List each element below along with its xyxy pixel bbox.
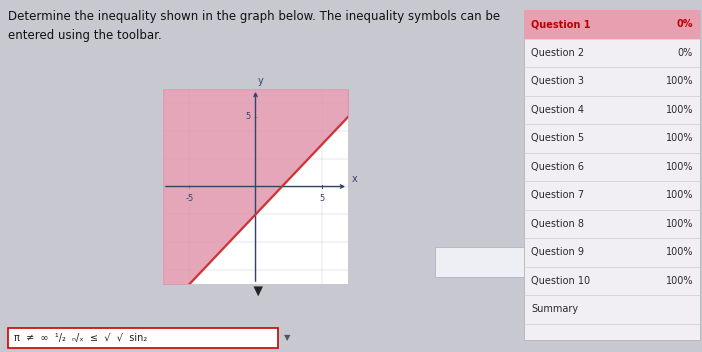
Text: 5: 5 <box>319 194 324 203</box>
Text: Question 9: Question 9 <box>531 247 584 257</box>
Text: 100%: 100% <box>665 76 693 86</box>
Text: Question 7: Question 7 <box>531 190 584 200</box>
Text: ▲: ▲ <box>253 283 263 296</box>
Text: Question 5: Question 5 <box>531 133 584 143</box>
Text: x: x <box>352 174 358 184</box>
Text: Question 3: Question 3 <box>531 76 584 86</box>
Text: 100%: 100% <box>665 219 693 229</box>
Text: -5: -5 <box>185 194 194 203</box>
Text: 100%: 100% <box>665 247 693 257</box>
Text: ▼: ▼ <box>284 333 291 342</box>
Text: 0%: 0% <box>677 19 693 29</box>
Text: y: y <box>258 76 264 86</box>
Text: Question 4: Question 4 <box>531 105 584 115</box>
Text: 100%: 100% <box>665 276 693 286</box>
Bar <box>524 10 700 340</box>
Text: π  ≠  ∞  ¹/₂  ₙ/ₓ  ≤  √  √  sin₂: π ≠ ∞ ¹/₂ ₙ/ₓ ≤ √ √ sin₂ <box>14 333 147 343</box>
Text: Question 6: Question 6 <box>531 162 584 172</box>
Text: Summary: Summary <box>531 304 578 314</box>
Text: 100%: 100% <box>665 133 693 143</box>
Text: Question 8: Question 8 <box>531 219 584 229</box>
Text: Question 1: Question 1 <box>531 19 590 29</box>
Bar <box>8 328 278 348</box>
Text: 100%: 100% <box>665 190 693 200</box>
Text: Question 10: Question 10 <box>531 276 590 286</box>
Text: 0%: 0% <box>677 48 693 58</box>
Text: Question 2: Question 2 <box>531 48 584 58</box>
Text: 100%: 100% <box>665 105 693 115</box>
Text: Preview: Preview <box>463 252 496 262</box>
Text: 5: 5 <box>245 112 250 121</box>
Bar <box>435 247 525 277</box>
Bar <box>524 10 700 38</box>
Text: Determine the inequality shown in the graph below. The inequality symbols can be: Determine the inequality shown in the gr… <box>8 10 500 42</box>
Text: 100%: 100% <box>665 162 693 172</box>
